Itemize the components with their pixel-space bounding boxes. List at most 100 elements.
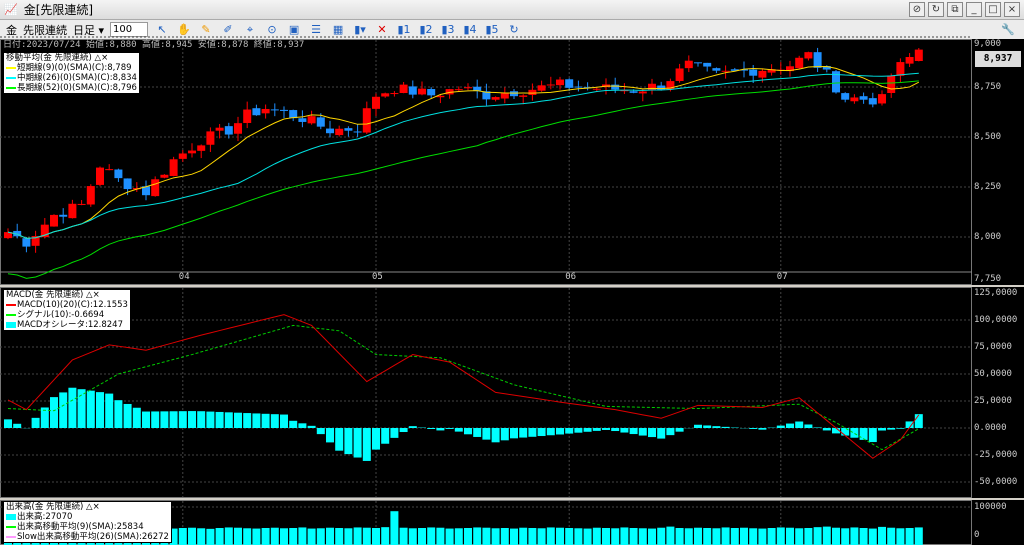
green-swatch-icon <box>6 525 16 528</box>
y-tick-label: 100,0000 <box>974 315 1018 325</box>
symbol-selector[interactable]: 金 <box>6 23 17 37</box>
candle-body <box>896 62 905 76</box>
candle-body <box>40 224 49 238</box>
minimize-button[interactable]: _ <box>966 2 982 17</box>
volume-legend-item: Slow出来高移動平均(26)(SMA):26272 <box>6 532 169 542</box>
crosshair-icon[interactable]: ⌖ <box>246 23 254 36</box>
candle-body <box>712 68 721 71</box>
copy-button[interactable]: ⧉ <box>947 2 963 17</box>
macd-histogram-bar <box>473 428 482 437</box>
yellow-swatch-icon <box>6 66 16 69</box>
table-icon[interactable]: ▦ <box>332 23 344 36</box>
period-selector[interactable]: 日足 ▾ <box>73 23 105 37</box>
candle-body <box>813 52 822 68</box>
reload-icon[interactable]: ↻ <box>509 23 519 36</box>
macd-histogram-bar <box>454 428 463 432</box>
indicator-3-icon[interactable]: ▮3 <box>441 23 455 36</box>
candle-body <box>445 89 454 95</box>
candle-body <box>142 186 150 196</box>
pencil-tool-icon[interactable]: ✎ <box>201 23 211 36</box>
legend-close-icon[interactable]: △× <box>86 290 100 300</box>
volume-bar <box>841 528 850 545</box>
macd-histogram-bar <box>491 428 500 443</box>
indicator-2-icon[interactable]: ▮2 <box>419 23 433 36</box>
candle-body <box>372 96 380 109</box>
contract-selector[interactable]: 先限連続 <box>23 23 67 37</box>
candle-body <box>160 174 169 178</box>
volume-bar <box>556 527 564 545</box>
macd-histogram-bar <box>151 411 160 428</box>
price-chart-panel[interactable] <box>0 39 972 285</box>
macd-histogram-bar <box>13 423 22 428</box>
y-tick-label: 7,750 <box>974 274 1002 284</box>
toolbar: 金 先限連続 日足 ▾ 100 ↖ ✋ ✎ ✐ ⌖ ⊙ ▣ ☰ ▦ ▮▾ ✕ ▮… <box>0 20 1024 39</box>
legend-close-icon[interactable]: △× <box>86 502 100 512</box>
candle-body <box>565 79 574 88</box>
candle-body <box>224 126 233 135</box>
candle-body <box>280 109 288 111</box>
macd-histogram-bar <box>169 411 178 428</box>
macd-histogram-bar <box>160 411 169 428</box>
volume-bar <box>326 527 334 545</box>
macd-histogram-bar <box>528 428 537 437</box>
macd-histogram-bar <box>105 393 114 428</box>
volume-bar <box>638 528 647 545</box>
candle-body <box>96 167 104 185</box>
volume-bar <box>684 528 693 545</box>
hand-tool-icon[interactable]: ✋ <box>177 23 191 36</box>
candle-body <box>188 150 196 154</box>
remove-indicator-icon[interactable]: ✕ <box>377 23 387 36</box>
volume-axis: 100000 0 <box>972 500 1024 545</box>
pointer-tool-icon[interactable]: ↖ <box>157 23 167 36</box>
macd-axis: 125,0000 100,0000 75,0000 50,0000 25,0000 0.0… <box>972 287 1024 498</box>
link-icon[interactable]: ⊘ <box>909 2 925 17</box>
indicator-4-icon[interactable]: ▮4 <box>463 23 477 36</box>
macd-histogram-bar <box>77 389 86 428</box>
candle-body <box>4 232 12 239</box>
volume-bar <box>905 528 914 545</box>
maximize-button[interactable]: □ <box>985 2 1001 17</box>
grid-icon[interactable]: ☰ <box>311 23 321 36</box>
refresh-button[interactable]: ↻ <box>928 2 944 17</box>
y-tick-label: 100000 <box>974 502 1007 512</box>
indicator-menu-icon[interactable]: ▮▾ <box>354 23 366 36</box>
macd-histogram-bar <box>31 417 40 428</box>
volume-bar <box>896 528 905 545</box>
indicator-5-icon[interactable]: ▮5 <box>485 23 499 36</box>
volume-bar <box>648 528 656 545</box>
candle-body <box>694 62 702 64</box>
macd-histogram-bar <box>638 428 647 436</box>
candle-body <box>675 68 684 82</box>
volume-bar <box>445 528 454 545</box>
macd-legend-item: MACDオシレータ:12.8247 <box>6 320 128 330</box>
candle-body <box>795 57 804 69</box>
macd-panel[interactable] <box>0 287 972 498</box>
volume-bar <box>188 527 196 545</box>
macd-histogram-bar <box>878 428 886 431</box>
title-bar: 📈 金[先限連続] ⊘ ↻ ⧉ _ □ × <box>0 0 1024 20</box>
indicator-1-icon[interactable]: ▮1 <box>397 23 411 36</box>
volume-bar <box>298 527 307 545</box>
macd-histogram-bar <box>270 414 279 428</box>
chart-settings-icon[interactable]: ▣ <box>288 23 300 36</box>
ma-legend-title: 移動平均(金 先限連続) △× <box>6 53 109 63</box>
legend-close-icon[interactable]: △× <box>94 53 109 63</box>
candle-body <box>592 88 601 90</box>
red-swatch-icon <box>6 303 16 306</box>
macd-histogram-bar <box>307 425 316 428</box>
volume-bar <box>822 526 831 545</box>
settings-wrench-icon[interactable]: 🔧 <box>1001 23 1015 36</box>
draw-tool-icon[interactable]: ✐ <box>223 23 233 36</box>
macd-legend-item: シグナル(10):-0.6694 <box>6 310 128 320</box>
ohlc-info: 日付:2023/07/24 始値:8,880 高値:8,945 安値:8,878… <box>3 40 305 50</box>
macd-histogram-bar <box>859 428 868 440</box>
volume-bar <box>758 528 767 545</box>
volume-bar <box>850 527 859 545</box>
volume-bar <box>740 527 748 545</box>
volume-bar <box>694 527 702 545</box>
candle-body <box>611 84 620 90</box>
close-button[interactable]: × <box>1004 2 1020 17</box>
scroll-up-icon[interactable]: ⊙ <box>267 23 277 36</box>
volume-bar <box>261 528 270 545</box>
candle-body <box>832 71 840 93</box>
